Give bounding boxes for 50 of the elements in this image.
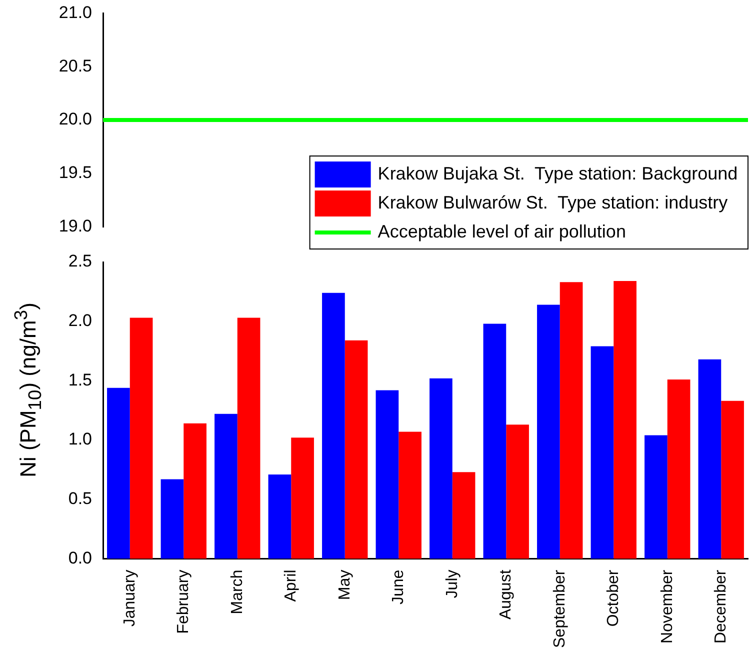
y-tick-label: 0.0	[68, 548, 92, 568]
x-tick-label: March	[228, 570, 246, 614]
x-tick-label: February	[175, 570, 192, 634]
y-tick-label: 19.5	[58, 163, 92, 182]
bar	[590, 346, 614, 559]
x-tick-label: April	[282, 570, 300, 602]
bar	[107, 388, 130, 559]
x-tick-label: November	[658, 569, 676, 644]
text: Acceptable level of air pollution	[378, 221, 626, 242]
legend-label: Krakow Bulwarów St. Type station: industry	[378, 192, 728, 212]
bar	[430, 378, 452, 559]
bar	[483, 324, 506, 559]
bar	[237, 318, 260, 559]
y-tick-label: 21.0	[58, 2, 92, 22]
bar	[268, 474, 292, 559]
x-tick-label: September	[551, 569, 568, 648]
bar	[184, 423, 206, 559]
y-tick-label: 1.0	[68, 430, 92, 449]
bar	[560, 282, 583, 559]
y-tick-label: 20.0	[58, 110, 92, 129]
bar	[322, 292, 345, 559]
bar	[160, 479, 184, 559]
y-tick-label: 0.5	[68, 489, 92, 508]
bar	[376, 390, 399, 559]
y-tick-label: 19.0	[58, 216, 92, 236]
x-tick-label: June	[390, 570, 408, 604]
bar	[614, 280, 636, 559]
bar	[398, 432, 422, 559]
x-tick-label: December	[712, 569, 730, 644]
y-tick-label: 20.5	[58, 56, 92, 76]
bar	[506, 424, 529, 559]
bar	[291, 438, 314, 559]
legend-label: Krakow Bujaka St. Type station: Background	[378, 163, 738, 184]
bar	[644, 435, 668, 559]
x-tick-label: July	[444, 570, 461, 598]
bar	[667, 380, 690, 559]
bar	[721, 400, 744, 559]
bar	[537, 304, 560, 559]
bar	[698, 359, 722, 559]
x-tick-label: August	[498, 569, 515, 620]
bar	[214, 414, 238, 559]
bar	[344, 340, 368, 559]
x-tick-label: May	[336, 570, 354, 600]
x-tick-label: October	[605, 569, 622, 627]
y-tick-label: 1.5	[68, 370, 92, 390]
bar	[452, 472, 476, 559]
y-tick-label: 2.0	[68, 311, 92, 330]
bar	[130, 318, 153, 559]
y-tick-label: 2.5	[68, 252, 92, 271]
x-tick-label: January	[121, 570, 138, 627]
